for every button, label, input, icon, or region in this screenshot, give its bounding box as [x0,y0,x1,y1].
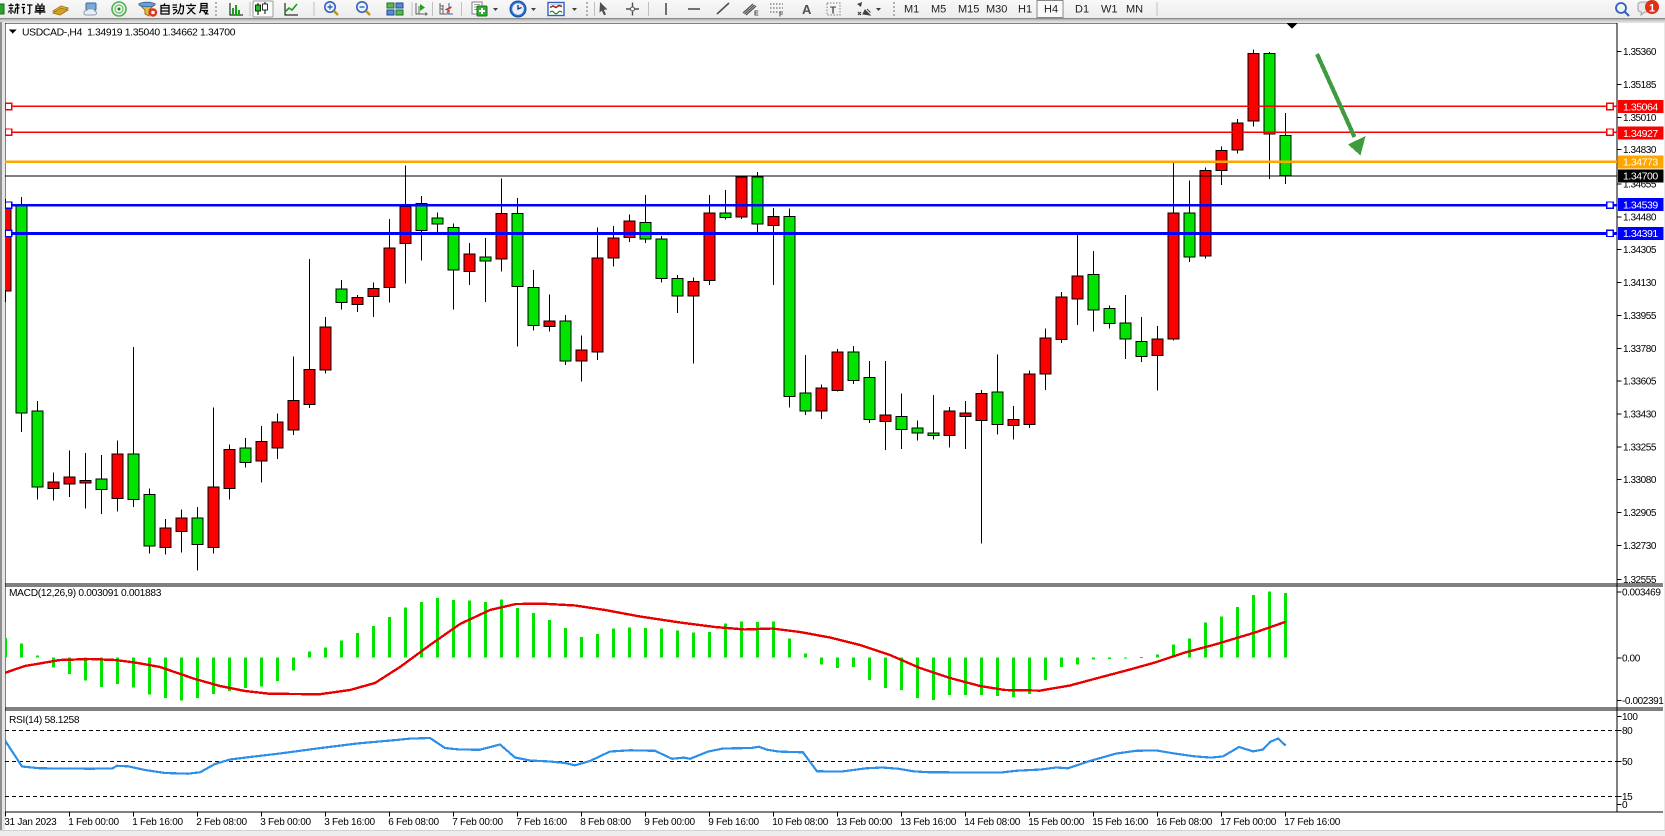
svg-text:1.34130: 1.34130 [1623,278,1657,289]
svg-text:1.34700: 1.34700 [1623,171,1658,183]
svg-text:17 Feb 16:00: 17 Feb 16:00 [1284,817,1341,828]
svg-text:80: 80 [1622,726,1633,737]
svg-text:MACD(12,26,9) 0.003091 0.00188: MACD(12,26,9) 0.003091 0.001883 [9,588,162,599]
svg-text:2 Feb 08:00: 2 Feb 08:00 [196,817,247,828]
svg-text:17 Feb 00:00: 17 Feb 00:00 [1220,817,1277,828]
svg-text:0: 0 [1622,800,1628,811]
svg-text:1.33430: 1.33430 [1623,410,1657,421]
svg-text:9 Feb 00:00: 9 Feb 00:00 [644,817,695,828]
svg-text:1.34539: 1.34539 [1623,199,1658,211]
svg-text:15: 15 [1622,792,1633,803]
svg-text:31 Jan 2023: 31 Jan 2023 [4,817,57,828]
svg-text:-0.002391: -0.002391 [1622,696,1664,707]
svg-text:1.33955: 1.33955 [1623,311,1657,322]
svg-text:1.34830: 1.34830 [1623,145,1657,156]
svg-text:1.32555: 1.32555 [1623,575,1657,586]
svg-text:1.35360: 1.35360 [1623,47,1657,58]
svg-text:1.32905: 1.32905 [1623,508,1657,519]
svg-text:M1: M1 [904,4,919,16]
svg-text:1.34391: 1.34391 [1623,228,1658,240]
svg-text:1.34480: 1.34480 [1623,212,1657,223]
svg-text:A: A [802,2,812,17]
svg-text:7 Feb 16:00: 7 Feb 16:00 [516,817,567,828]
svg-text:15 Feb 00:00: 15 Feb 00:00 [1028,817,1085,828]
svg-text:8 Feb 08:00: 8 Feb 08:00 [580,817,631,828]
svg-text:0.00: 0.00 [1622,654,1641,665]
svg-text:1 Feb 16:00: 1 Feb 16:00 [132,817,183,828]
svg-text:1.33080: 1.33080 [1623,475,1657,486]
svg-text:1.32730: 1.32730 [1623,541,1657,552]
svg-text:50: 50 [1622,757,1633,768]
svg-text:13 Feb 00:00: 13 Feb 00:00 [836,817,893,828]
svg-text:14 Feb 08:00: 14 Feb 08:00 [964,817,1021,828]
svg-text:MN: MN [1126,4,1143,16]
svg-text:USDCAD-,H4 1.34919 1.35040 1.: USDCAD-,H4 1.34919 1.35040 1.34662 1.347… [22,28,236,39]
svg-text:D1: D1 [1075,4,1089,16]
svg-text:H1: H1 [1018,4,1032,16]
svg-text:W1: W1 [1101,4,1118,16]
svg-text:6 Feb 08:00: 6 Feb 08:00 [388,817,439,828]
svg-text:1.35064: 1.35064 [1623,101,1658,113]
svg-text:E: E [754,11,759,18]
svg-text:7 Feb 00:00: 7 Feb 00:00 [452,817,503,828]
svg-text:16 Feb 08:00: 16 Feb 08:00 [1156,817,1213,828]
svg-text:1.33780: 1.33780 [1623,344,1657,355]
svg-text:9 Feb 16:00: 9 Feb 16:00 [708,817,759,828]
svg-text:M5: M5 [931,4,946,16]
svg-text:1.34773: 1.34773 [1623,157,1658,169]
svg-text:1.34305: 1.34305 [1623,245,1657,256]
svg-text:1.34655: 1.34655 [1623,180,1657,191]
svg-text:1.35010: 1.35010 [1623,113,1657,124]
svg-text:1.33255: 1.33255 [1623,442,1657,453]
svg-text:3 Feb 00:00: 3 Feb 00:00 [260,817,311,828]
svg-text:H4: H4 [1044,4,1058,16]
svg-text:1 Feb 00:00: 1 Feb 00:00 [68,817,119,828]
svg-text:10 Feb 08:00: 10 Feb 08:00 [772,817,829,828]
svg-text:M15: M15 [958,4,979,16]
svg-text:100: 100 [1622,712,1638,723]
svg-text:F: F [779,12,784,19]
svg-text:0.003469: 0.003469 [1622,588,1661,599]
svg-text:1.35185: 1.35185 [1623,80,1657,91]
svg-text:1.33605: 1.33605 [1623,377,1657,388]
svg-text:RSI(14) 58.1258: RSI(14) 58.1258 [9,715,80,726]
svg-text:15 Feb 16:00: 15 Feb 16:00 [1092,817,1149,828]
svg-text:3 Feb 16:00: 3 Feb 16:00 [324,817,375,828]
svg-text:13 Feb 16:00: 13 Feb 16:00 [900,817,957,828]
svg-text:1: 1 [1649,3,1655,15]
svg-text:M30: M30 [986,4,1007,16]
svg-text:1.34927: 1.34927 [1623,128,1658,140]
svg-text:T: T [830,6,836,17]
